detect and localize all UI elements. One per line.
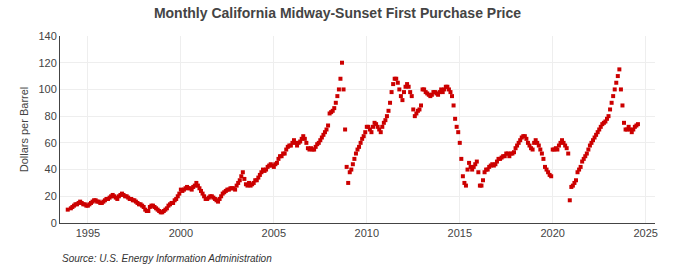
svg-text:20: 20 [45, 190, 57, 202]
svg-text:2010: 2010 [355, 227, 379, 239]
svg-text:2020: 2020 [540, 227, 564, 239]
svg-text:100: 100 [38, 83, 56, 95]
svg-text:2015: 2015 [448, 227, 472, 239]
svg-text:140: 140 [38, 30, 56, 42]
svg-text:80: 80 [45, 110, 57, 122]
svg-text:120: 120 [38, 57, 56, 69]
svg-text:0: 0 [51, 217, 57, 229]
svg-text:2005: 2005 [262, 227, 286, 239]
svg-text:Source: U.S. Energy Informatio: Source: U.S. Energy Information Administ… [62, 253, 272, 264]
svg-text:Monthly California Midway-Suns: Monthly California Midway-Sunset First P… [154, 5, 521, 21]
svg-text:1995: 1995 [76, 227, 100, 239]
svg-text:40: 40 [45, 163, 57, 175]
svg-text:Dollars per Barrel: Dollars per Barrel [18, 87, 30, 173]
svg-text:60: 60 [45, 137, 57, 149]
svg-text:2025: 2025 [633, 227, 657, 239]
svg-text:2000: 2000 [169, 227, 193, 239]
